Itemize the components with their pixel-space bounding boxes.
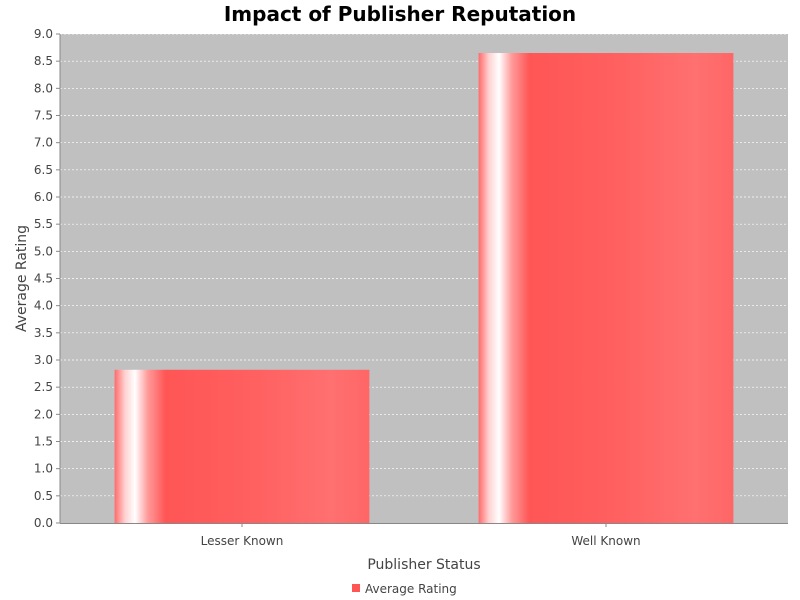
chart-title: Impact of Publisher Reputation [224,2,576,26]
y-tick-label: 8.5 [34,54,53,68]
y-tick-label: 5.0 [34,244,53,258]
bar-lesser-known [114,369,370,523]
y-tick-label: 6.5 [34,163,53,177]
x-axis-label: Publisher Status [367,557,480,573]
x-tick-label: Well Known [571,534,640,548]
y-tick-label: 7.5 [34,109,53,123]
y-tick-label: 2.0 [34,407,53,421]
legend-swatch [352,584,360,592]
y-tick-label: 3.5 [34,326,53,340]
x-tick-label: Lesser Known [201,534,284,548]
y-tick-label: 7.0 [34,136,53,150]
y-tick-label: 3.0 [34,353,53,367]
y-axis-ticks: 0.0 0.5 1.0 1.5 2.0 2.5 3.0 3.5 4.0 4.5 5.0 5.5 6.0 6… [34,27,60,530]
y-tick-label: 1.5 [34,435,53,449]
y-axis-label: Average Rating [14,225,30,332]
bar-well-known [478,53,734,524]
y-tick-label: 0.5 [34,489,53,503]
y-tick-label: 8.0 [34,81,53,95]
y-tick-label: 6.0 [34,190,53,204]
x-axis-ticks: Lesser Known Well Known [201,523,641,548]
y-tick-label: 2.5 [34,380,53,394]
y-tick-label: 5.5 [34,217,53,231]
bars [114,53,734,524]
y-tick-label: 9.0 [34,27,53,41]
y-tick-label: 4.0 [34,299,53,313]
legend: Average Rating [352,582,457,596]
y-tick-label: 1.0 [34,462,53,476]
y-tick-label: 0.0 [34,516,53,530]
y-tick-label: 4.5 [34,272,53,286]
legend-label: Average Rating [365,582,457,596]
